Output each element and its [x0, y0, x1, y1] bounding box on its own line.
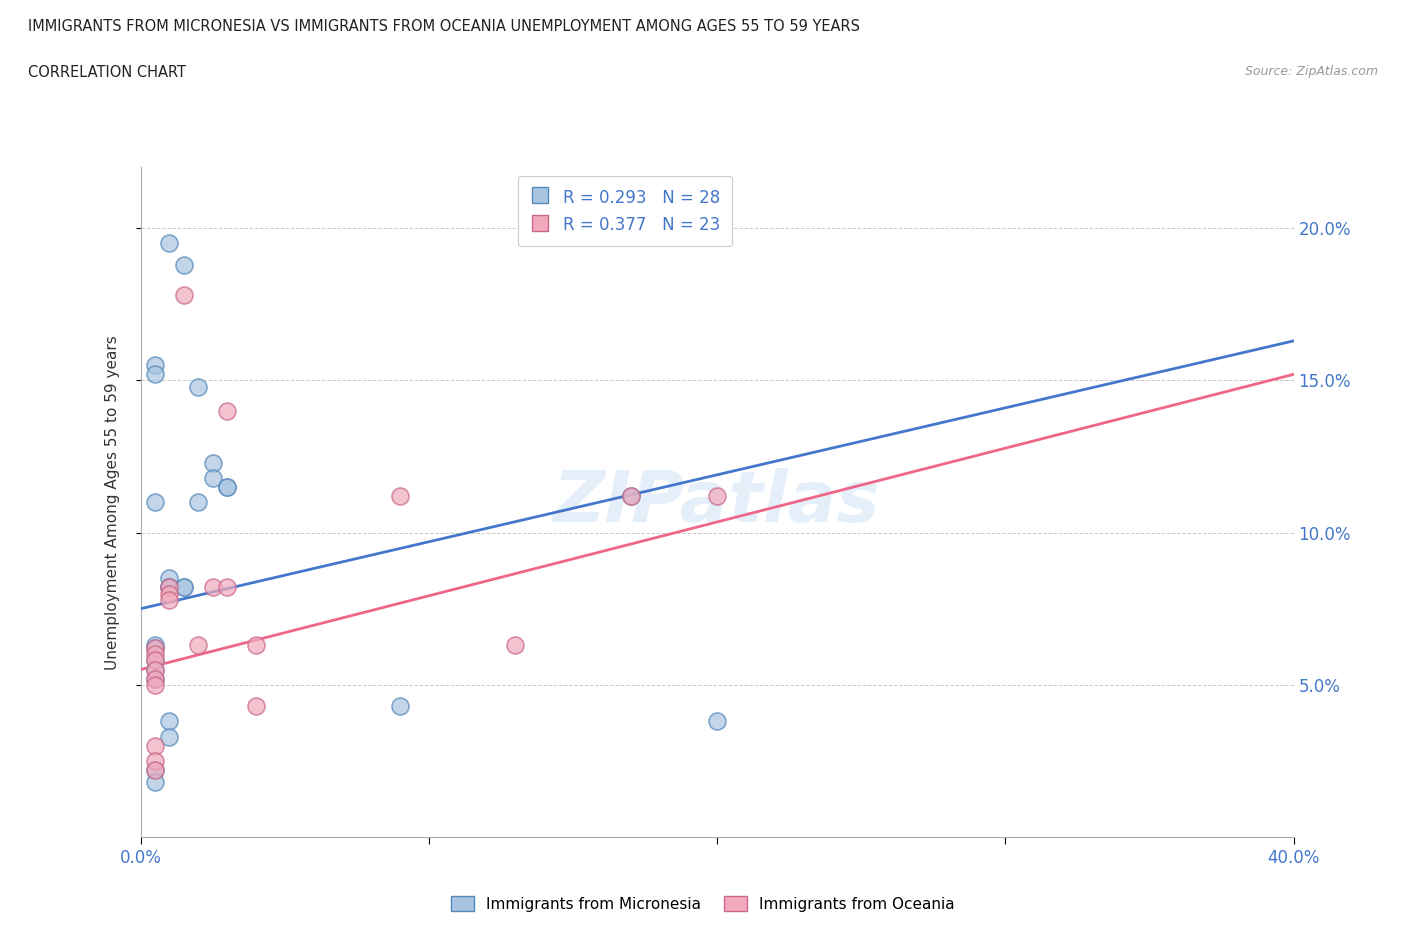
- Point: [217, 480, 239, 495]
- Point: [173, 287, 195, 302]
- Point: [706, 488, 728, 503]
- Point: [159, 729, 180, 744]
- Point: [173, 580, 195, 595]
- Point: [201, 580, 224, 595]
- Point: [143, 647, 166, 662]
- Text: IMMIGRANTS FROM MICRONESIA VS IMMIGRANTS FROM OCEANIA UNEMPLOYMENT AMONG AGES 55: IMMIGRANTS FROM MICRONESIA VS IMMIGRANTS…: [28, 19, 860, 33]
- Point: [619, 488, 641, 503]
- Point: [143, 653, 166, 668]
- Point: [187, 495, 209, 510]
- Point: [143, 763, 166, 777]
- Point: [143, 653, 166, 668]
- Point: [143, 638, 166, 653]
- Point: [245, 638, 267, 653]
- Y-axis label: Unemployment Among Ages 55 to 59 years: Unemployment Among Ages 55 to 59 years: [105, 335, 120, 670]
- Text: ZIPatlas: ZIPatlas: [554, 468, 880, 537]
- Point: [706, 714, 728, 729]
- Point: [173, 258, 195, 272]
- Point: [217, 404, 239, 418]
- Point: [159, 236, 180, 251]
- Point: [143, 358, 166, 373]
- Point: [143, 677, 166, 692]
- Point: [159, 580, 180, 595]
- Point: [143, 662, 166, 677]
- Point: [143, 775, 166, 790]
- Legend: R = 0.293   N = 28, R = 0.377   N = 23: R = 0.293 N = 28, R = 0.377 N = 23: [517, 176, 731, 246]
- Point: [159, 586, 180, 601]
- Point: [388, 488, 411, 503]
- Point: [143, 738, 166, 753]
- Text: CORRELATION CHART: CORRELATION CHART: [28, 65, 186, 80]
- Point: [143, 662, 166, 677]
- Point: [217, 580, 239, 595]
- Point: [619, 488, 641, 503]
- Point: [143, 495, 166, 510]
- Point: [143, 671, 166, 686]
- Point: [187, 379, 209, 394]
- Point: [159, 714, 180, 729]
- Point: [159, 571, 180, 586]
- Point: [143, 753, 166, 768]
- Point: [159, 580, 180, 595]
- Point: [388, 698, 411, 713]
- Point: [187, 638, 209, 653]
- Point: [143, 671, 166, 686]
- Point: [201, 471, 224, 485]
- Point: [159, 592, 180, 607]
- Point: [245, 698, 267, 713]
- Point: [143, 641, 166, 656]
- Point: [143, 367, 166, 382]
- Text: Source: ZipAtlas.com: Source: ZipAtlas.com: [1244, 65, 1378, 78]
- Point: [143, 641, 166, 656]
- Point: [159, 580, 180, 595]
- Point: [503, 638, 526, 653]
- Point: [201, 455, 224, 470]
- Point: [143, 763, 166, 777]
- Legend: Immigrants from Micronesia, Immigrants from Oceania: Immigrants from Micronesia, Immigrants f…: [444, 889, 962, 918]
- Point: [217, 480, 239, 495]
- Point: [173, 580, 195, 595]
